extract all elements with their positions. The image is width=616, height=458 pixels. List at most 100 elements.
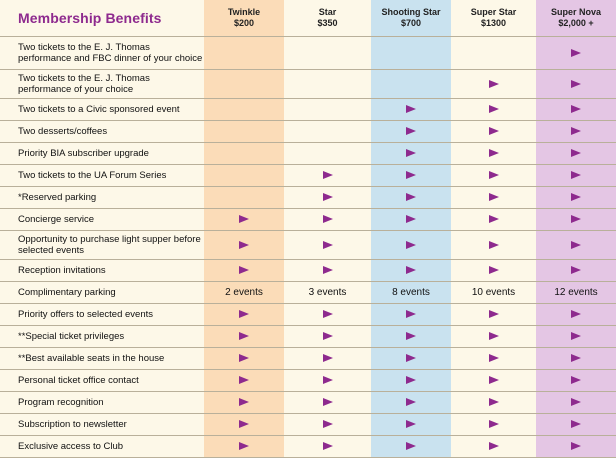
triangle-right-icon (322, 240, 333, 249)
triangle-right-icon (406, 105, 416, 114)
tier-header-star: Star $350 (284, 0, 371, 37)
benefit-label: Two tickets to the UA Forum Series (0, 164, 204, 187)
benefit-label: Personal ticket office contact (0, 369, 204, 392)
triangle-right-icon (322, 193, 333, 202)
triangle-right-icon (406, 193, 416, 202)
benefit-cell (371, 230, 451, 260)
triangle-right-icon (571, 332, 581, 341)
triangle-right-icon (239, 240, 249, 249)
benefit-cell (371, 435, 451, 458)
benefit-cell (536, 36, 616, 70)
table-row: Two tickets to the E. J. Thomas performa… (0, 36, 616, 70)
benefit-label: Two tickets to a Civic sponsored event (0, 98, 204, 121)
triangle-right-icon (239, 398, 249, 407)
benefit-cell (284, 259, 371, 282)
tier-name: Star (318, 7, 337, 17)
tier-header-shooting-star: Shooting Star $700 (371, 0, 451, 37)
benefit-cell (451, 120, 536, 143)
benefit-cell (284, 303, 371, 326)
triangle-right-icon (239, 442, 249, 451)
triangle-right-icon (322, 376, 333, 385)
table-row: Opportunity to purchase light supper bef… (0, 230, 616, 260)
benefit-cell (451, 303, 536, 326)
triangle-right-icon (406, 376, 416, 385)
triangle-right-icon (406, 398, 416, 407)
benefit-label: Priority BIA subscriber upgrade (0, 142, 204, 165)
benefit-cell (204, 208, 284, 231)
benefit-cell (204, 391, 284, 414)
table-row: Concierge service (0, 208, 616, 231)
triangle-right-icon (488, 420, 499, 429)
triangle-right-icon (406, 240, 416, 249)
benefit-cell (451, 208, 536, 231)
triangle-right-icon (406, 171, 416, 180)
benefit-cell (371, 98, 451, 121)
benefit-cell (536, 186, 616, 209)
benefit-label: Subscription to newsletter (0, 413, 204, 436)
triangle-right-icon (239, 376, 249, 385)
benefit-cell (204, 69, 284, 99)
benefit-cell (371, 36, 451, 70)
triangle-right-icon (488, 376, 499, 385)
triangle-right-icon (239, 420, 249, 429)
page-title: Membership Benefits (0, 0, 204, 37)
benefit-cell (284, 391, 371, 414)
triangle-right-icon (488, 105, 499, 114)
benefit-cell (204, 325, 284, 348)
benefit-cell (536, 369, 616, 392)
triangle-right-icon (239, 215, 249, 224)
triangle-right-icon (322, 420, 333, 429)
tier-header-super-nova: Super Nova $2,000 + (536, 0, 616, 37)
tier-price: $200 (233, 18, 255, 28)
benefit-cell (284, 208, 371, 231)
benefit-cell (371, 142, 451, 165)
triangle-right-icon (571, 310, 581, 319)
triangle-right-icon (406, 215, 416, 224)
benefit-label: Exclusive access to Club (0, 435, 204, 458)
benefit-cell (536, 259, 616, 282)
triangle-right-icon (571, 105, 581, 114)
benefit-cell (536, 435, 616, 458)
triangle-right-icon (488, 127, 499, 136)
benefit-cell (451, 391, 536, 414)
benefit-cell: 2 events (204, 281, 284, 304)
table-row: Complimentary parking 2 events 3 events 8 e… (0, 281, 616, 304)
benefit-cell (284, 435, 371, 458)
table-row: Subscription to newsletter (0, 413, 616, 436)
benefit-cell (284, 164, 371, 187)
triangle-right-icon (406, 310, 416, 319)
triangle-right-icon (322, 332, 333, 341)
triangle-right-icon (406, 354, 416, 363)
benefit-cell (371, 120, 451, 143)
benefit-rows: Two tickets to the E. J. Thomas performa… (0, 36, 616, 458)
benefit-cell (451, 230, 536, 260)
benefit-cell (204, 164, 284, 187)
triangle-right-icon (488, 240, 499, 249)
triangle-right-icon (322, 398, 333, 407)
triangle-right-icon (488, 79, 499, 88)
benefit-cell (451, 186, 536, 209)
table-row: *Reserved parking (0, 186, 616, 209)
benefit-cell (451, 98, 536, 121)
benefit-cell (284, 347, 371, 370)
benefit-cell (371, 347, 451, 370)
cell-value: 8 events (392, 287, 430, 298)
triangle-right-icon (406, 420, 416, 429)
table-row: **Best available seats in the house (0, 347, 616, 370)
triangle-right-icon (571, 149, 581, 158)
benefit-cell (371, 259, 451, 282)
benefit-cell (284, 230, 371, 260)
triangle-right-icon (571, 376, 581, 385)
benefit-label: Two desserts/coffees (0, 120, 204, 143)
benefit-cell (204, 120, 284, 143)
triangle-right-icon (488, 398, 499, 407)
triangle-right-icon (571, 354, 581, 363)
benefit-cell (284, 36, 371, 70)
benefit-cell (451, 325, 536, 348)
benefit-cell (284, 69, 371, 99)
triangle-right-icon (571, 79, 581, 88)
benefit-cell (536, 325, 616, 348)
benefit-cell (204, 303, 284, 326)
benefit-label: Opportunity to purchase light supper bef… (0, 230, 204, 260)
